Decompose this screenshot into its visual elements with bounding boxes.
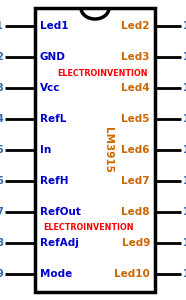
Text: Led1: Led1 (40, 21, 68, 31)
Text: 4: 4 (0, 114, 3, 124)
Text: 17: 17 (183, 52, 186, 62)
Text: 2: 2 (0, 52, 3, 62)
Text: 13: 13 (183, 176, 186, 186)
Text: ELECTROINVENTION: ELECTROINVENTION (58, 68, 148, 77)
Text: 14: 14 (183, 145, 186, 155)
Text: Led10: Led10 (114, 269, 150, 279)
Text: ELECTROINVENTION: ELECTROINVENTION (43, 223, 133, 232)
Text: 8: 8 (0, 238, 3, 248)
Text: GND: GND (40, 52, 66, 62)
Text: 15: 15 (183, 114, 186, 124)
Text: LM3915: LM3915 (103, 127, 113, 173)
Text: Led7: Led7 (121, 176, 150, 186)
Text: Led6: Led6 (121, 145, 150, 155)
Text: 18: 18 (183, 21, 186, 31)
Bar (35, 8, 155, 292)
Text: RefL: RefL (40, 114, 66, 124)
Text: Led9: Led9 (122, 238, 150, 248)
Text: Led2: Led2 (121, 21, 150, 31)
Text: 9: 9 (0, 269, 3, 279)
Text: Led5: Led5 (121, 114, 150, 124)
Text: 1: 1 (0, 21, 3, 31)
Text: Led8: Led8 (121, 207, 150, 217)
Text: Led3: Led3 (121, 52, 150, 62)
Text: Led4: Led4 (121, 83, 150, 93)
Text: 12: 12 (183, 207, 186, 217)
Text: 3: 3 (0, 83, 3, 93)
Text: 7: 7 (0, 207, 3, 217)
Text: 16: 16 (183, 83, 186, 93)
Text: 11: 11 (183, 238, 186, 248)
Text: Mode: Mode (40, 269, 72, 279)
Text: RefH: RefH (40, 176, 68, 186)
Text: 10: 10 (183, 269, 186, 279)
Text: 6: 6 (0, 176, 3, 186)
Text: RefAdj: RefAdj (40, 238, 79, 248)
Text: Vcc: Vcc (40, 83, 60, 93)
Text: In: In (40, 145, 51, 155)
Text: 5: 5 (0, 145, 3, 155)
Text: RefOut: RefOut (40, 207, 81, 217)
